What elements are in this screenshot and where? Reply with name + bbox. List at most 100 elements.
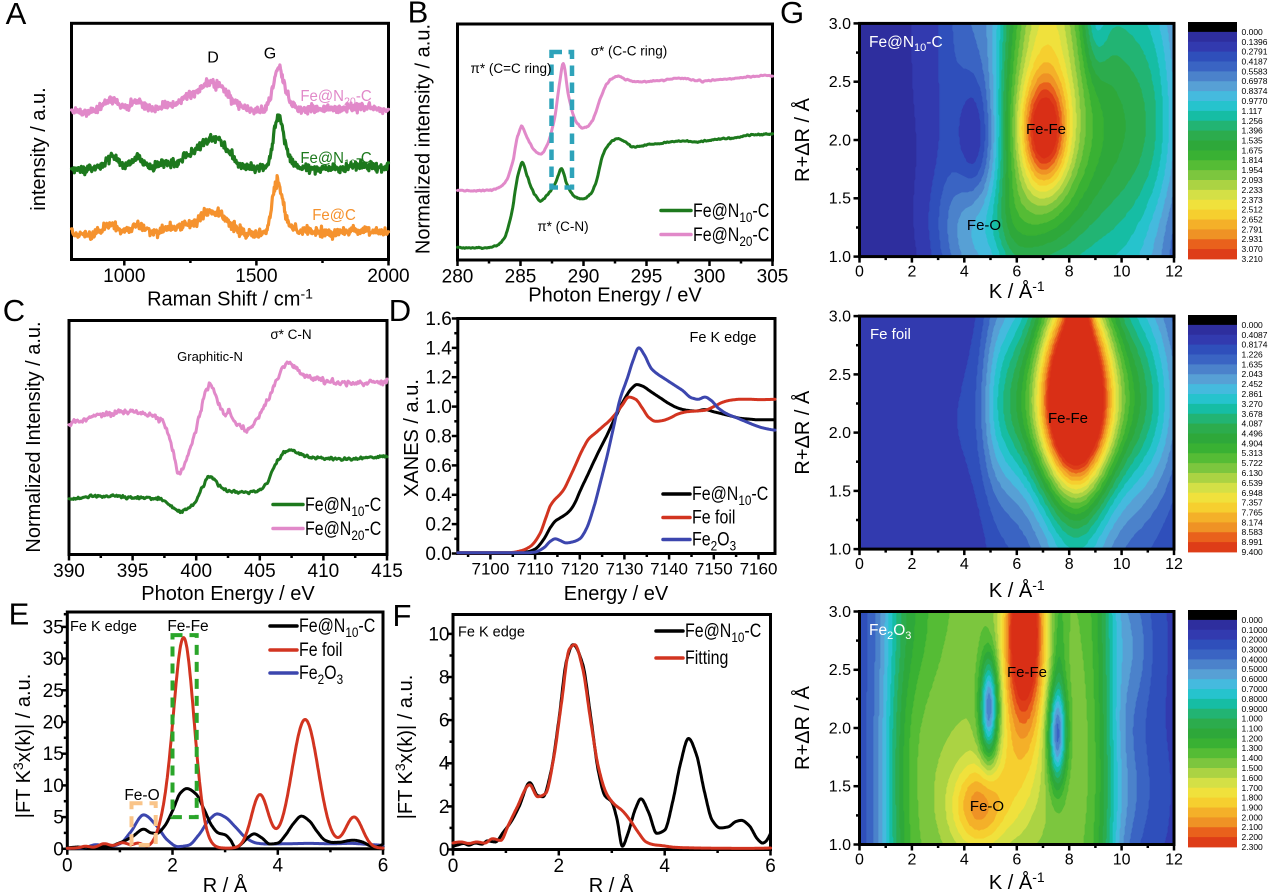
svg-text:12: 12 <box>1165 264 1183 281</box>
svg-text:4: 4 <box>960 264 969 281</box>
svg-text:0.2: 0.2 <box>425 515 451 536</box>
svg-text:R / Å: R / Å <box>203 874 248 896</box>
svg-text:Normalized intensity / a.u.: Normalized intensity / a.u. <box>413 24 435 254</box>
svg-text:30: 30 <box>43 649 64 670</box>
svg-text:2.093: 2.093 <box>1242 175 1264 185</box>
svg-text:0.4: 0.4 <box>425 485 452 506</box>
svg-text:1.0: 1.0 <box>829 837 851 854</box>
svg-text:XANES / a.u.: XANES / a.u. <box>401 379 423 497</box>
svg-text:0.9000: 0.9000 <box>1242 704 1268 714</box>
svg-text:R+ΔR / Å: R+ΔR / Å <box>791 390 814 475</box>
svg-text:12: 12 <box>1165 852 1183 869</box>
svg-text:Fitting: Fitting <box>685 647 728 669</box>
svg-text:2.300: 2.300 <box>1242 842 1264 852</box>
svg-text:3.0: 3.0 <box>829 309 851 326</box>
svg-text:G: G <box>780 0 804 30</box>
svg-text:15: 15 <box>43 744 64 765</box>
svg-text:Fe@N10-C: Fe@N10-C <box>685 620 761 646</box>
svg-text:390: 390 <box>53 561 85 582</box>
svg-text:10: 10 <box>428 624 449 645</box>
svg-text:0: 0 <box>855 264 864 281</box>
svg-text:Fe-O: Fe-O <box>124 787 159 804</box>
svg-text:25: 25 <box>43 681 64 702</box>
svg-text:1.100: 1.100 <box>1242 724 1264 734</box>
svg-text:8.174: 8.174 <box>1242 517 1264 527</box>
svg-text:3.270: 3.270 <box>1242 399 1264 409</box>
svg-text:E: E <box>9 597 30 632</box>
svg-text:Photon Energy / eV: Photon Energy / eV <box>528 285 702 307</box>
svg-text:7130: 7130 <box>605 560 643 579</box>
svg-text:2.0: 2.0 <box>829 425 851 442</box>
svg-text:0.000: 0.000 <box>1242 320 1264 330</box>
svg-text:C: C <box>3 293 25 328</box>
svg-text:1.117: 1.117 <box>1242 106 1263 116</box>
svg-text:405: 405 <box>244 561 276 582</box>
svg-text:1.635: 1.635 <box>1242 359 1264 369</box>
svg-text:1.300: 1.300 <box>1242 743 1264 753</box>
svg-text:Fe-Fe: Fe-Fe <box>167 618 208 635</box>
svg-text:5.313: 5.313 <box>1242 448 1264 458</box>
svg-text:Fe K edge: Fe K edge <box>458 625 525 641</box>
svg-text:0: 0 <box>855 852 864 869</box>
svg-text:1.0: 1.0 <box>829 249 851 266</box>
svg-text:6: 6 <box>378 856 389 877</box>
svg-text:1.6: 1.6 <box>425 309 451 330</box>
svg-text:290: 290 <box>568 267 600 288</box>
svg-text:Fe2O3: Fe2O3 <box>692 528 736 554</box>
svg-text:415: 415 <box>371 561 403 582</box>
svg-text:2.512: 2.512 <box>1242 205 1264 215</box>
svg-text:Fe@N10-C: Fe@N10-C <box>692 483 768 509</box>
svg-text:0.6000: 0.6000 <box>1242 674 1268 684</box>
svg-text:6: 6 <box>765 856 776 877</box>
svg-text:2: 2 <box>907 852 916 869</box>
svg-text:0.8374: 0.8374 <box>1242 86 1268 96</box>
svg-text:6: 6 <box>439 711 450 732</box>
svg-text:1.200: 1.200 <box>1242 733 1264 743</box>
svg-text:1500: 1500 <box>235 266 277 287</box>
svg-text:6.948: 6.948 <box>1242 488 1264 498</box>
svg-text:2.5: 2.5 <box>829 74 851 91</box>
svg-text:1.600: 1.600 <box>1242 773 1264 783</box>
svg-text:10: 10 <box>43 776 64 797</box>
svg-text:0.1396: 0.1396 <box>1242 37 1268 47</box>
svg-text:5.722: 5.722 <box>1242 458 1264 468</box>
svg-text:305: 305 <box>757 267 789 288</box>
svg-text:395: 395 <box>117 561 149 582</box>
svg-text:12: 12 <box>1165 556 1183 573</box>
svg-text:Fe@N10-C: Fe@N10-C <box>300 150 371 170</box>
svg-text:0.8000: 0.8000 <box>1242 694 1268 704</box>
svg-text:Fe foil: Fe foil <box>870 326 911 343</box>
svg-text:0.6978: 0.6978 <box>1242 76 1268 86</box>
svg-text:|FT K3x(k)| / a.u.: |FT K3x(k)| / a.u. <box>392 675 417 820</box>
svg-text:295: 295 <box>631 267 663 288</box>
svg-text:2.452: 2.452 <box>1242 379 1264 389</box>
svg-text:1.814: 1.814 <box>1242 155 1264 165</box>
svg-text:6: 6 <box>1012 264 1021 281</box>
svg-text:0.1000: 0.1000 <box>1242 625 1268 635</box>
svg-text:2: 2 <box>554 856 565 877</box>
svg-text:A: A <box>6 0 27 31</box>
svg-text:6.130: 6.130 <box>1242 468 1264 478</box>
svg-text:0: 0 <box>62 856 73 877</box>
svg-text:2: 2 <box>907 556 916 573</box>
svg-text:7120: 7120 <box>561 560 599 579</box>
svg-text:1.535: 1.535 <box>1242 136 1264 146</box>
svg-text:1.000: 1.000 <box>1242 714 1264 724</box>
svg-text:0.8: 0.8 <box>425 427 451 448</box>
svg-text:10: 10 <box>1113 556 1131 573</box>
svg-text:Normalized Intensity / a.u.: Normalized Intensity / a.u. <box>23 321 45 552</box>
svg-text:7140: 7140 <box>650 560 688 579</box>
svg-text:Fe@N10-C: Fe@N10-C <box>299 615 375 641</box>
svg-text:1.256: 1.256 <box>1242 116 1264 126</box>
svg-text:6.539: 6.539 <box>1242 478 1264 488</box>
svg-text:2.0: 2.0 <box>829 132 851 149</box>
svg-text:σ* (C-C ring): σ* (C-C ring) <box>591 44 668 59</box>
svg-text:1.500: 1.500 <box>1242 763 1264 773</box>
svg-text:0.8174: 0.8174 <box>1242 340 1268 350</box>
svg-text:8.583: 8.583 <box>1242 527 1264 537</box>
svg-text:400: 400 <box>180 561 212 582</box>
svg-text:3.210: 3.210 <box>1242 254 1264 264</box>
svg-text:6: 6 <box>1012 556 1021 573</box>
svg-text:Fe@N10-C: Fe@N10-C <box>305 494 381 520</box>
svg-text:Graphitic-N: Graphitic-N <box>177 349 243 364</box>
